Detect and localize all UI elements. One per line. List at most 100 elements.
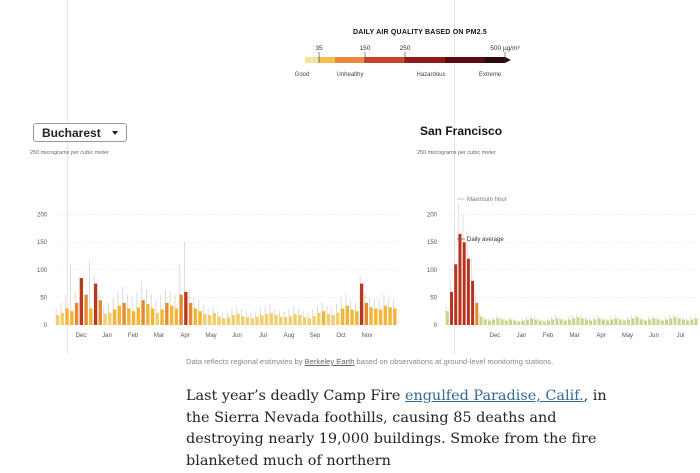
daily-average-bar: [551, 319, 555, 325]
daily-average-bar: [293, 313, 297, 325]
daily-average-bar: [555, 318, 559, 325]
caption-text-before: Data reflects regional estimates by: [186, 357, 305, 366]
daily-average-bar: [445, 311, 449, 325]
daily-average-bar: [288, 316, 293, 325]
daily-average-bar: [479, 316, 483, 325]
legend-color-segment: [365, 57, 405, 63]
daily-average-bar: [222, 318, 226, 325]
legend-color-segment: [319, 57, 335, 63]
daily-average-bar: [269, 312, 274, 325]
daily-average-bar: [207, 315, 212, 325]
daily-average-bar: [146, 304, 150, 325]
daily-average-bar: [212, 312, 217, 325]
x-tick-label: Jan: [517, 333, 527, 339]
daily-average-bar: [517, 321, 521, 325]
y-tick-label: 200: [427, 213, 438, 219]
daily-average-bar: [98, 300, 103, 325]
daily-average-bar: [193, 308, 198, 325]
daily-average-bar: [174, 308, 179, 325]
x-tick-label: Apr: [596, 333, 605, 339]
daily-average-bar: [635, 317, 639, 325]
daily-average-bar: [274, 315, 278, 325]
daily-average-bar: [60, 312, 65, 325]
daily-average-bar: [690, 319, 694, 325]
daily-average-bar: [302, 317, 307, 325]
daily-average-bar: [648, 319, 652, 325]
daily-average-bar: [169, 305, 174, 325]
daily-average-bar: [374, 308, 378, 325]
legend-tick-label: 500 µg/m³: [490, 45, 520, 52]
legend-tick-label: 35: [315, 45, 323, 52]
daily-average-bar: [589, 320, 593, 325]
daily-average-bar: [572, 318, 576, 325]
daily-average-bar: [326, 313, 331, 325]
daily-average-bar: [84, 294, 88, 325]
daily-average-bar: [669, 318, 673, 325]
x-tick-label: Mar: [569, 333, 579, 339]
daily-average-bar: [340, 308, 345, 325]
x-tick-label: May: [205, 333, 216, 339]
x-tick-label: Dec: [76, 333, 87, 339]
daily-average-bar: [298, 315, 302, 325]
daily-average-bar: [117, 305, 122, 325]
paradise-link[interactable]: engulfed Paradise, Calif.: [404, 388, 584, 404]
sf-unit-label: 250 micrograms per cubic meter: [417, 150, 496, 156]
legend-color-segment: [445, 57, 485, 63]
daily-average-bar: [538, 320, 542, 325]
daily-average-bar: [475, 302, 479, 325]
daily-average-annotation: Daily average: [467, 237, 504, 243]
daily-average-bar: [355, 311, 359, 325]
y-tick-label: 0: [434, 323, 438, 329]
daily-average-bar: [307, 318, 312, 325]
daily-average-bar: [542, 321, 546, 325]
y-tick-label: 100: [427, 268, 438, 274]
daily-average-bar: [694, 318, 698, 325]
daily-average-bar: [70, 311, 74, 325]
daily-average-bar: [345, 305, 350, 325]
city-select-dropdown[interactable]: Bucharest: [33, 123, 127, 142]
legend-color-segment: [485, 57, 505, 63]
daily-average-bar: [580, 318, 584, 325]
legend-tick-label: 150: [360, 45, 371, 52]
y-tick-label: 50: [430, 295, 437, 301]
daily-average-bar: [521, 320, 525, 325]
x-tick-label: Jan: [102, 333, 112, 339]
caret-down-icon: [112, 131, 118, 135]
x-tick-label: Jun: [232, 333, 242, 339]
daily-average-bar: [597, 318, 601, 325]
daily-average-bar: [369, 307, 373, 325]
berkeley-earth-link[interactable]: Berkeley Earth: [304, 357, 355, 366]
daily-average-bar: [652, 318, 656, 325]
x-tick-label: Mar: [154, 333, 164, 339]
daily-average-bar: [203, 313, 207, 325]
daily-average-bar: [627, 319, 631, 325]
daily-average-bar: [283, 317, 288, 325]
max-hour-bar: [88, 261, 90, 325]
x-tick-label: Feb: [128, 333, 139, 339]
guide-line-left: [67, 0, 68, 355]
daily-average-bar: [65, 308, 69, 325]
bucharest-unit-label: 250 micrograms per cubic meter: [30, 150, 109, 156]
bucharest-pm25-chart: 200 150 100 50 0 Dec Jan Feb Mar Apr May Jun Jul Aug S…: [37, 213, 397, 339]
daily-average-bar: [350, 309, 354, 325]
daily-average-bar: [606, 320, 610, 325]
legend-category-extreme: Extreme: [478, 72, 502, 78]
daily-average-bar: [504, 320, 508, 325]
legend-title: DAILY AIR QUALITY BASED ON PM2.5: [353, 29, 487, 36]
daily-average-bar: [122, 302, 126, 325]
legend-category-good: Good: [294, 72, 310, 78]
x-tick-label: May: [622, 333, 633, 339]
daily-average-bar: [593, 319, 597, 325]
daily-average-bar: [260, 315, 264, 325]
daily-average-bar: [488, 320, 491, 325]
daily-average-bar: [639, 319, 643, 325]
daily-average-bar: [245, 317, 250, 325]
daily-average-bar: [241, 316, 245, 325]
daily-average-bar: [217, 316, 221, 325]
daily-average-bar: [462, 242, 466, 325]
daily-average-bar: [198, 311, 202, 325]
daily-average-bar: [576, 317, 580, 325]
daily-average-bar: [631, 318, 635, 325]
daily-average-bar: [321, 311, 326, 325]
article-text-1: Last year’s deadly Camp Fire: [186, 388, 405, 404]
